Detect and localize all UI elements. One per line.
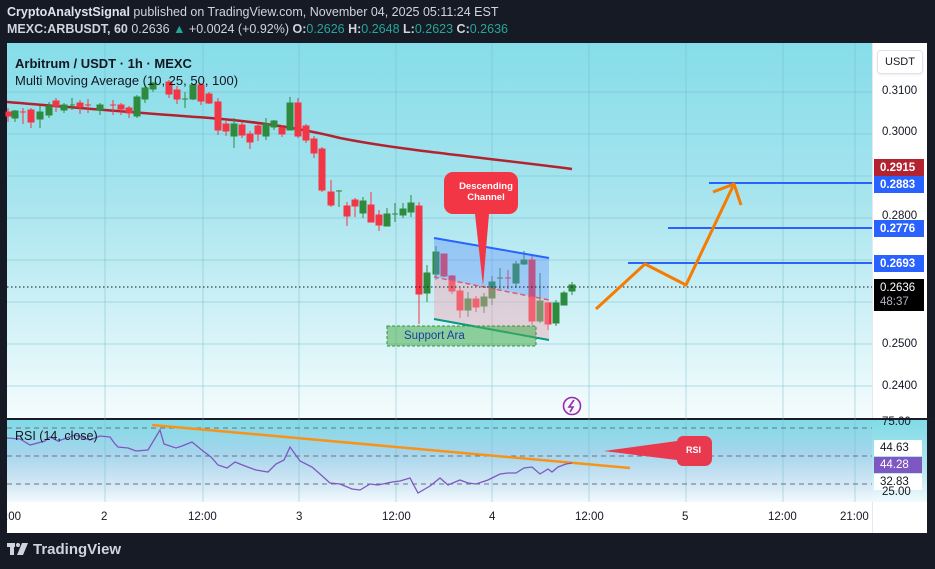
ma-indicator-label[interactable]: Multi Moving Average (10, 25, 50, 100): [15, 73, 239, 88]
price-tick: 0.3100: [882, 85, 918, 97]
current-price-badge: 0.2636 48:37: [874, 279, 924, 311]
projection-arrow: [594, 183, 736, 311]
rsi-value-badge: 44.28: [874, 457, 922, 473]
time-label: 3: [296, 511, 303, 523]
low-value: 0.2623: [414, 22, 454, 36]
low-label: L:: [403, 22, 415, 36]
tradingview-logo-text: TradingView: [33, 541, 122, 558]
rsi-upper-band-badge: 44.63: [874, 440, 922, 456]
chart-frame[interactable]: [7, 43, 872, 533]
rsi-lower-band-badge: 32.83: [874, 474, 922, 490]
candles: [5, 80, 576, 330]
time-label: 4: [489, 511, 496, 523]
tradingview-logo[interactable]: TradingView: [7, 541, 121, 558]
time-label: 12:00: [768, 511, 797, 523]
target-1-badge: 0.2693: [874, 255, 924, 272]
tradingview-logo-icon: [7, 543, 28, 555]
open-value: 0.2626: [306, 22, 345, 36]
rsi-trendline: [151, 423, 631, 470]
channel-top-line: [433, 237, 550, 259]
time-label: 12:00: [188, 511, 217, 523]
rsi-pane[interactable]: [7, 420, 872, 502]
close-label: C:: [456, 22, 470, 36]
last-price: 0.2636: [131, 22, 170, 36]
time-label: 12:00: [575, 511, 604, 523]
current-price-value: 0.2636: [880, 282, 916, 294]
time-label: :00: [5, 511, 21, 523]
target-3-badge: 0.2883: [874, 176, 924, 193]
time-label: 2: [101, 511, 108, 523]
publish-header: CryptoAnalystSignal published on Trading…: [7, 4, 508, 38]
time-label: 12:00: [382, 511, 411, 523]
ma-price-badge: 0.2915: [874, 159, 924, 176]
time-axis[interactable]: [7, 502, 872, 533]
rsi-tick: 25.00: [882, 486, 911, 498]
rsi-line: [6, 428, 573, 494]
descending-channel-label: Descending Channel: [459, 181, 513, 203]
pane-separator[interactable]: [0, 418, 935, 420]
rsi-callout-label: RSI: [686, 445, 702, 455]
rsi-callout: [604, 435, 712, 466]
price-tick: 0.2500: [882, 338, 918, 350]
price-tick: 0.3000: [882, 126, 918, 138]
channel-mid-line: [433, 276, 550, 301]
high-value: 0.2648: [361, 22, 400, 36]
close-value: 0.2636: [469, 22, 508, 36]
price-tick: 0.2800: [882, 210, 918, 222]
price-tick: 0.2400: [882, 380, 918, 392]
published-text: published on TradingView.com, November 0…: [133, 5, 499, 19]
currency-button[interactable]: USDT: [877, 50, 923, 74]
symbol-ohlc-line: MEXC:ARBUSDT, 60 0.2636 ▲ +0.0024 (+0.92…: [7, 21, 508, 38]
rsi-indicator-label[interactable]: RSI (14, close): [15, 429, 98, 443]
time-label: 21:00: [840, 511, 869, 523]
price-pane[interactable]: [7, 43, 872, 418]
symbol-title[interactable]: Arbitrum / USDT · 1h · MEXC: [15, 56, 192, 71]
moving-average-line: [6, 100, 573, 171]
symbol-label: MEXC:ARBUSDT, 60: [7, 22, 128, 36]
target-2-badge: 0.2776: [874, 220, 924, 237]
bar-countdown: 48:37: [880, 296, 909, 308]
rsi-tick: 75.00: [882, 416, 911, 428]
time-label: 5: [682, 511, 689, 523]
descending-channel-callout: [444, 172, 518, 286]
lightning-icon: [562, 396, 582, 416]
author-name[interactable]: CryptoAnalystSignal: [7, 5, 130, 19]
chart-legend: Arbitrum / USDT · 1h · MEXC Multi Moving…: [15, 55, 238, 89]
support-area-box: [386, 325, 537, 347]
support-area-label: Support Ara: [404, 330, 465, 342]
open-label: O:: [292, 22, 307, 36]
rsi-bands: [7, 427, 872, 485]
price-change: +0.0024 (+0.92%): [188, 22, 289, 36]
up-triangle-icon: ▲: [173, 22, 186, 36]
high-label: H:: [348, 22, 362, 36]
